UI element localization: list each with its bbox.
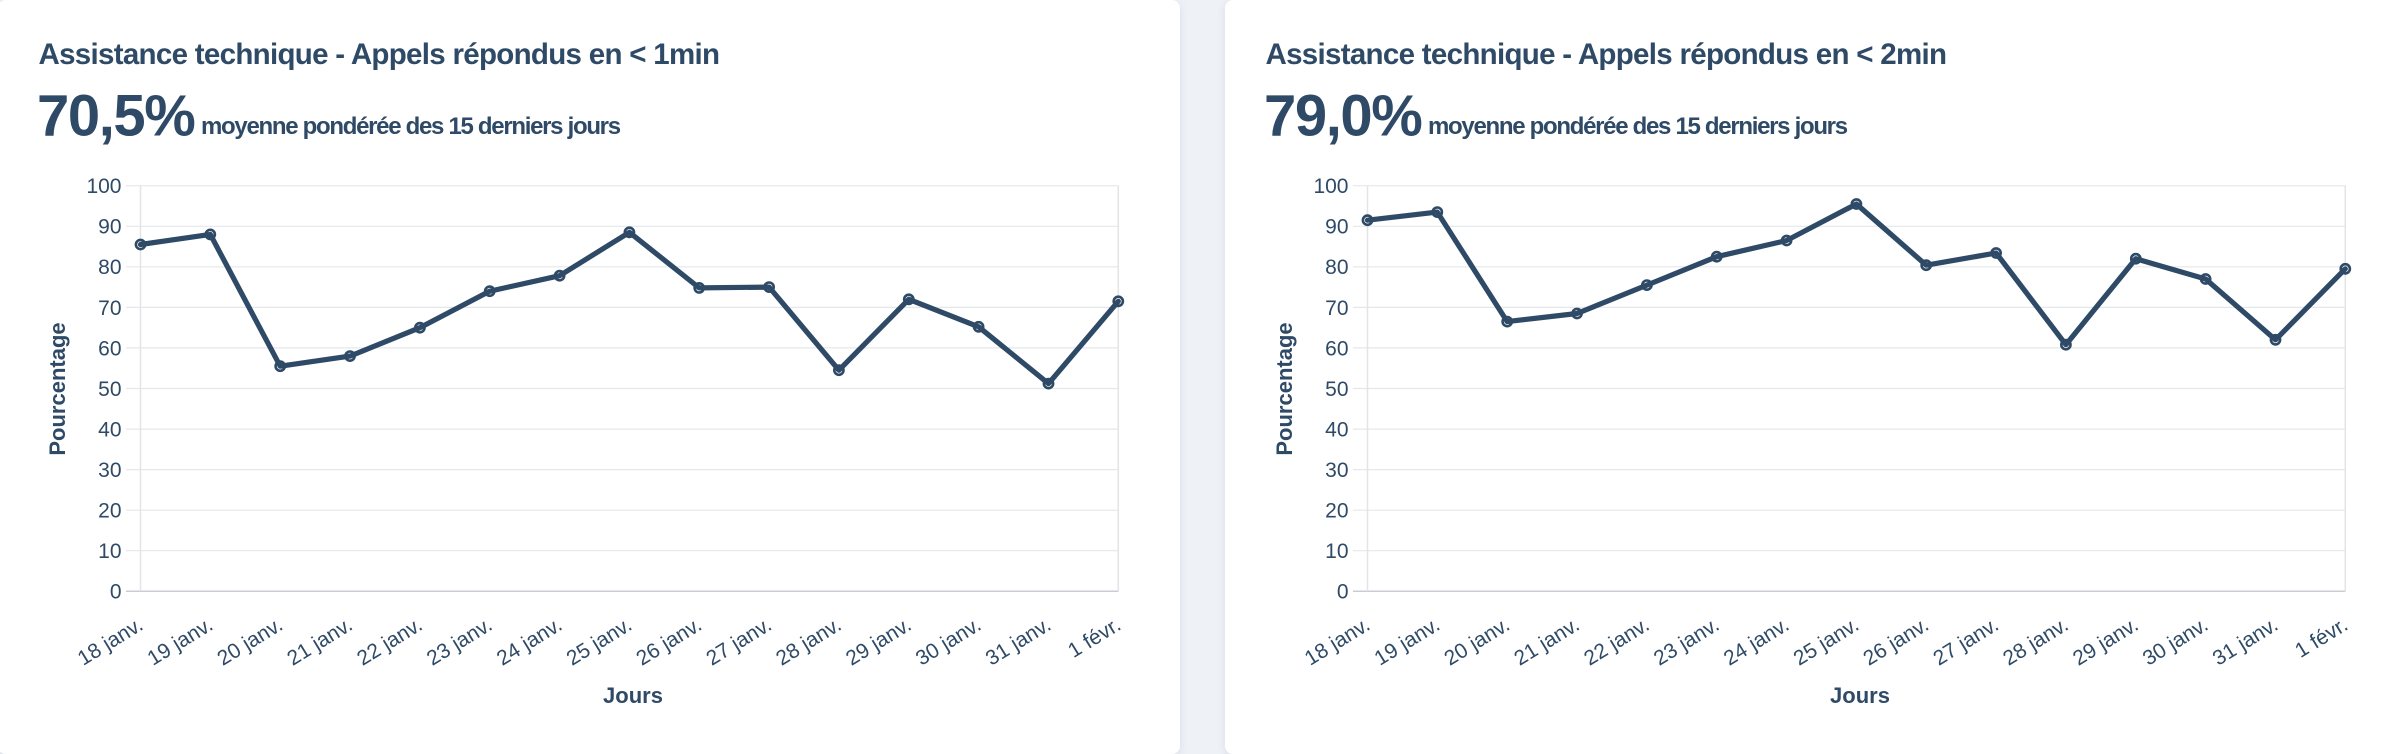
svg-text:19 janv.: 19 janv. xyxy=(1371,613,1444,670)
svg-text:24 janv.: 24 janv. xyxy=(1720,613,1793,670)
svg-text:30: 30 xyxy=(1325,459,1348,482)
svg-text:27 janv.: 27 janv. xyxy=(702,613,775,670)
svg-text:23 janv.: 23 janv. xyxy=(1650,613,1723,670)
svg-text:60: 60 xyxy=(1325,337,1348,360)
svg-text:19 janv.: 19 janv. xyxy=(144,613,217,670)
svg-text:29 janv.: 29 janv. xyxy=(2069,613,2142,670)
svg-text:10: 10 xyxy=(98,540,121,563)
svg-text:24 janv.: 24 janv. xyxy=(493,613,566,670)
svg-text:40: 40 xyxy=(1325,419,1348,442)
svg-text:Pourcentage: Pourcentage xyxy=(1272,322,1297,455)
svg-text:Assistance technique - Appels: Assistance technique - Appels répondus e… xyxy=(39,38,720,71)
svg-text:22 janv.: 22 janv. xyxy=(353,613,426,670)
svg-text:20: 20 xyxy=(98,500,121,523)
svg-text:31 janv.: 31 janv. xyxy=(2209,613,2282,670)
svg-text:100: 100 xyxy=(1313,175,1348,198)
svg-text:79,0%: 79,0% xyxy=(1264,84,1422,149)
svg-text:moyenne pondérée des 15 dernie: moyenne pondérée des 15 derniers jours xyxy=(201,113,621,140)
svg-text:50: 50 xyxy=(1325,378,1348,401)
svg-text:26 janv.: 26 janv. xyxy=(1859,613,1932,670)
svg-text:70,5%: 70,5% xyxy=(37,84,195,149)
svg-text:21 janv.: 21 janv. xyxy=(1510,613,1583,670)
svg-text:90: 90 xyxy=(98,216,121,239)
svg-text:18 janv.: 18 janv. xyxy=(1301,613,1374,670)
svg-text:Pourcentage: Pourcentage xyxy=(45,322,70,455)
svg-text:28 janv.: 28 janv. xyxy=(772,613,845,670)
svg-text:40: 40 xyxy=(98,419,121,442)
svg-text:moyenne pondérée des 15 dernie: moyenne pondérée des 15 derniers jours xyxy=(1428,113,1848,140)
svg-text:100: 100 xyxy=(86,175,121,198)
svg-text:25 janv.: 25 janv. xyxy=(563,613,636,670)
svg-text:30 janv.: 30 janv. xyxy=(912,613,985,670)
svg-text:Assistance technique - Appels: Assistance technique - Appels répondus e… xyxy=(1266,38,1947,71)
svg-text:0: 0 xyxy=(1337,581,1349,604)
svg-text:50: 50 xyxy=(98,378,121,401)
svg-text:20 janv.: 20 janv. xyxy=(213,613,286,670)
svg-text:18 janv.: 18 janv. xyxy=(74,613,147,670)
svg-text:0: 0 xyxy=(110,581,122,604)
svg-text:70: 70 xyxy=(1325,297,1348,320)
svg-text:31 janv.: 31 janv. xyxy=(982,613,1055,670)
svg-text:90: 90 xyxy=(1325,216,1348,239)
svg-text:60: 60 xyxy=(98,337,121,360)
svg-text:70: 70 xyxy=(98,297,121,320)
svg-text:10: 10 xyxy=(1325,540,1348,563)
svg-text:25 janv.: 25 janv. xyxy=(1790,613,1863,670)
svg-text:80: 80 xyxy=(1325,256,1348,279)
svg-text:23 janv.: 23 janv. xyxy=(423,613,496,670)
svg-text:1 févr.: 1 févr. xyxy=(1064,613,1125,662)
svg-text:22 janv.: 22 janv. xyxy=(1580,613,1653,670)
svg-text:21 janv.: 21 janv. xyxy=(283,613,356,670)
svg-text:1 févr.: 1 févr. xyxy=(2291,613,2352,662)
svg-text:30 janv.: 30 janv. xyxy=(2139,613,2212,670)
svg-text:Jours: Jours xyxy=(1830,683,1890,708)
svg-text:20: 20 xyxy=(1325,500,1348,523)
svg-text:80: 80 xyxy=(98,256,121,279)
svg-text:30: 30 xyxy=(98,459,121,482)
svg-text:20 janv.: 20 janv. xyxy=(1440,613,1513,670)
svg-text:27 janv.: 27 janv. xyxy=(1929,613,2002,670)
svg-text:26 janv.: 26 janv. xyxy=(632,613,705,670)
svg-text:28 janv.: 28 janv. xyxy=(1999,613,2072,670)
svg-text:Jours: Jours xyxy=(603,683,663,708)
svg-text:29 janv.: 29 janv. xyxy=(842,613,915,670)
